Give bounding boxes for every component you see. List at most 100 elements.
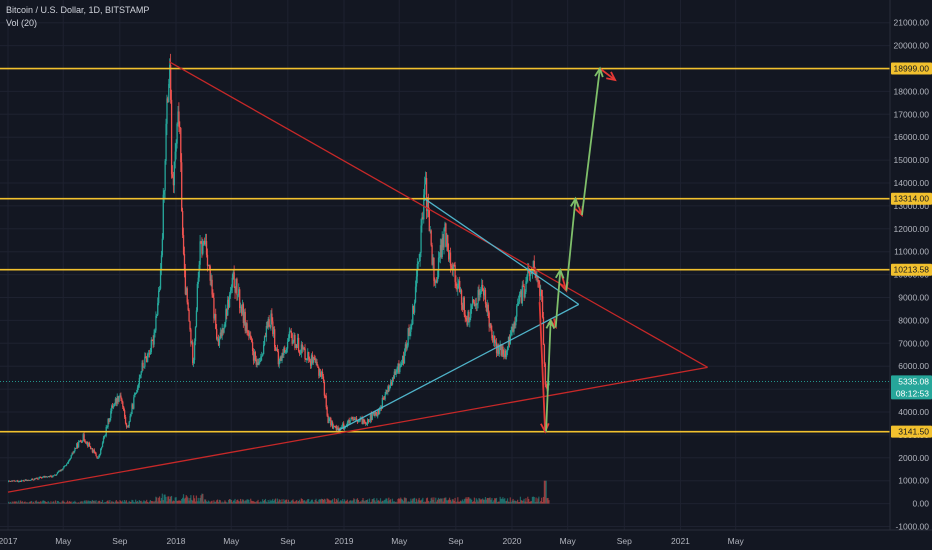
volume-bar (395, 501, 397, 504)
candle-body (74, 448, 76, 451)
volume-bar (94, 501, 96, 504)
volume-bar (439, 498, 441, 504)
volume-bar (414, 501, 417, 504)
volume-bar (480, 499, 482, 504)
candle-body (309, 360, 312, 366)
time-axis[interactable] (0, 530, 932, 550)
candle-body (221, 328, 223, 337)
volume-bar (401, 498, 403, 504)
candle-body (93, 449, 95, 453)
volume-bar (301, 499, 303, 504)
volume-bar (494, 498, 497, 504)
volume-bar (400, 497, 402, 504)
candle-body (109, 418, 111, 422)
volume-bar (446, 500, 448, 504)
candle-body (112, 405, 114, 408)
trend-line-blue[interactable] (424, 198, 580, 305)
candle-body (227, 299, 229, 316)
volume-bar (436, 499, 439, 504)
volume-bar (270, 501, 272, 504)
candle-body (188, 309, 190, 322)
volume-bar (525, 498, 527, 504)
y-tick-label: 12000.00 (894, 224, 930, 234)
candle-body (121, 398, 123, 402)
candle-body (67, 460, 70, 463)
candle-body (316, 361, 318, 366)
volume-bar (83, 500, 85, 504)
volume-bar (186, 496, 188, 504)
volume-bar (322, 500, 325, 504)
volume-bar (321, 498, 324, 504)
candle-body (453, 264, 455, 266)
candle-body (86, 441, 88, 444)
candle-body (351, 417, 353, 419)
volume-bar (464, 498, 466, 504)
volume-bar (470, 498, 472, 504)
volume-bar (512, 498, 514, 504)
green-arrow[interactable] (545, 320, 552, 432)
candle-body (276, 349, 279, 352)
volume-bar (91, 499, 93, 504)
candle-body (434, 280, 436, 283)
volume-bar (275, 502, 278, 504)
level-price-tag (891, 62, 932, 75)
volume-bar (501, 498, 503, 504)
trend-line-red[interactable] (168, 61, 708, 368)
volume-bar (312, 501, 314, 504)
candle-body (461, 304, 464, 310)
candle-body (253, 352, 256, 361)
volume-bar (174, 497, 176, 504)
volume-bar (176, 500, 178, 504)
candle-body (517, 303, 519, 306)
volume-bar (484, 497, 487, 504)
volume-bar (51, 502, 53, 504)
green-arrow[interactable] (565, 198, 577, 291)
volume-bar (191, 499, 193, 504)
volume-bar (187, 497, 189, 504)
volume-bar (331, 500, 333, 504)
candle-body (282, 353, 284, 356)
volume-bar (454, 497, 456, 504)
volume-bar (332, 502, 335, 504)
candle-body (203, 240, 205, 242)
volume-bar (74, 500, 76, 504)
candle-body (466, 318, 468, 325)
volume-bar (100, 501, 103, 504)
candle-body (286, 341, 289, 349)
trend-line-red[interactable] (7, 366, 708, 493)
candle-body (465, 318, 467, 319)
green-arrow[interactable] (554, 269, 562, 328)
candle-body (219, 332, 222, 339)
candle-body (163, 190, 165, 195)
candle-body (195, 310, 198, 327)
volume-bar (427, 500, 429, 504)
candle-body (273, 329, 275, 335)
candle-body (91, 448, 94, 453)
candle-body (430, 230, 432, 246)
volume-bar (10, 502, 12, 504)
volume-bar (178, 500, 180, 504)
candle-body (97, 458, 99, 460)
volume-bar (266, 502, 268, 504)
volume-bar (115, 499, 117, 504)
volume-bar (313, 502, 315, 504)
green-arrow[interactable] (581, 68, 601, 216)
candle-body (521, 285, 523, 304)
volume-bar (489, 497, 491, 504)
candle-body (249, 335, 251, 337)
candle-body (113, 404, 116, 407)
volume-bar (441, 498, 443, 504)
volume-bar (8, 501, 10, 504)
volume-bar (360, 501, 362, 504)
volume-bar (278, 499, 280, 504)
trend-line-blue[interactable] (338, 303, 580, 431)
candle-body (28, 479, 30, 481)
red-arrow[interactable] (538, 302, 547, 432)
candle-body (126, 426, 129, 428)
candle-body (246, 323, 248, 332)
candle-body (257, 362, 259, 365)
candle-body (471, 305, 473, 310)
red-arrow[interactable] (599, 67, 616, 81)
